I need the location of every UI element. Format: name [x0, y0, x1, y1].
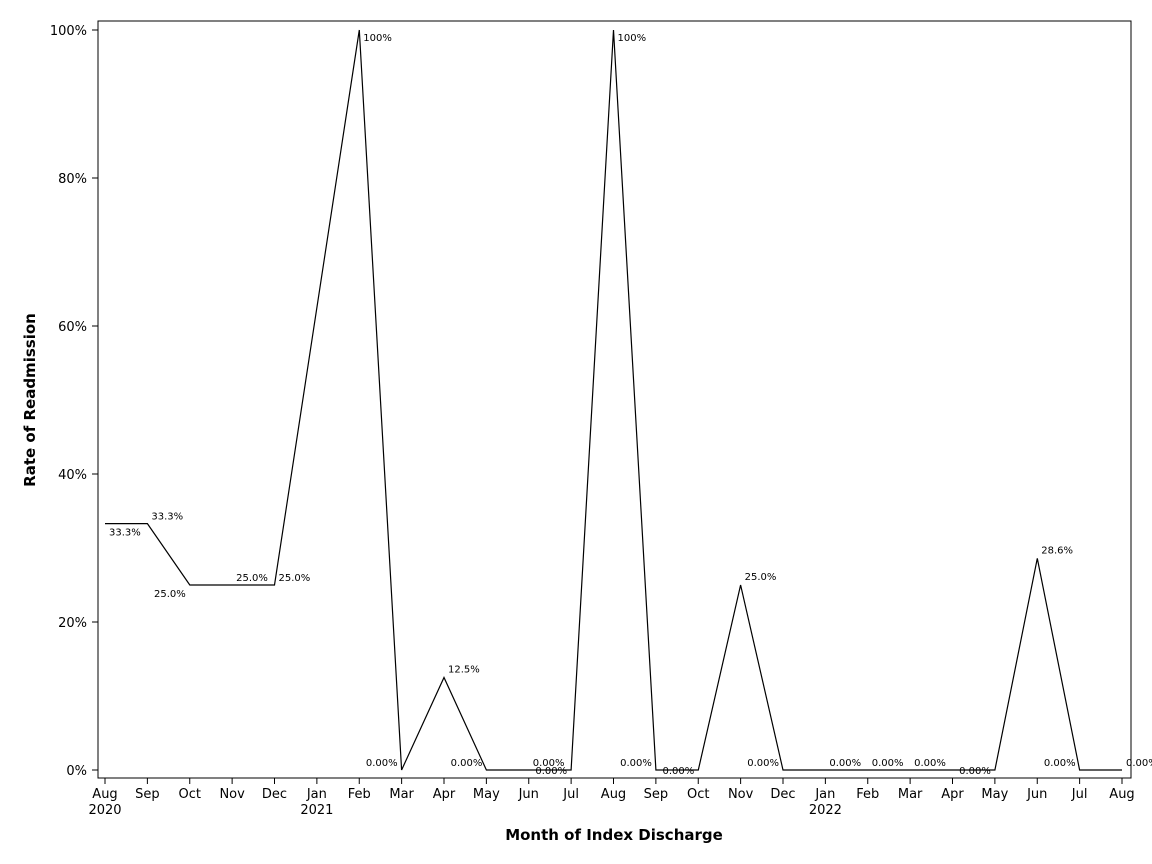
data-label: 25.0% — [236, 573, 268, 584]
x-tick-label: Jan — [814, 787, 835, 802]
y-tick-label: 20% — [58, 616, 87, 631]
data-label: 0.00% — [959, 766, 991, 777]
x-tick-label: Sep — [135, 787, 160, 802]
x-tick-label: Oct — [687, 787, 709, 802]
y-axis: 0% 20% 40% 60% 80% 100% — [50, 24, 98, 779]
data-label: 12.5% — [448, 665, 480, 676]
x-tick-label: Jul — [562, 787, 579, 802]
data-label: 0.00% — [1044, 758, 1076, 769]
x-tick-label: Apr — [433, 787, 456, 802]
x-axis-title: Month of Index Discharge — [505, 826, 723, 844]
plot-frame — [97, 20, 1132, 779]
data-labels: 33.3% 33.3% 25.0% 25.0% 25.0% 100% 0.00% 12.5% 0… — [109, 33, 1152, 777]
data-label: 100% — [363, 33, 392, 44]
x-tick-label: Feb — [348, 787, 371, 802]
data-label: 33.3% — [151, 512, 183, 523]
data-label: 0.00% — [535, 766, 567, 777]
x-tick-label: Mar — [389, 787, 414, 802]
x-tick-label: Dec — [770, 787, 795, 802]
x-tick-label: Jan — [306, 787, 327, 802]
data-label: 0.00% — [872, 758, 904, 769]
x-tick-label: Jul — [1071, 787, 1088, 802]
y-tick-label: 60% — [58, 320, 87, 335]
x-tick-label: Apr — [941, 787, 964, 802]
series-line — [105, 29, 1122, 771]
x-tick-year-label: 2022 — [809, 803, 842, 818]
x-tick-label: Nov — [728, 787, 754, 802]
data-label: 0.00% — [829, 758, 861, 769]
x-tick-label: Jun — [1026, 787, 1047, 802]
data-label: 0.00% — [662, 766, 694, 777]
x-tick-label: Mar — [898, 787, 923, 802]
y-tick-label: 100% — [50, 24, 87, 39]
x-tick-label: Aug — [92, 787, 117, 802]
x-tick-label: Aug — [1109, 787, 1134, 802]
data-label: 0.00% — [533, 758, 565, 769]
data-label: 0.00% — [366, 758, 398, 769]
x-tick-label: May — [981, 787, 1008, 802]
y-tick-label: 40% — [58, 468, 87, 483]
data-label: 0.00% — [620, 758, 652, 769]
y-tick-label: 0% — [66, 764, 87, 779]
x-tick-label: Feb — [856, 787, 879, 802]
data-label: 33.3% — [109, 528, 141, 539]
y-tick-label: 80% — [58, 172, 87, 187]
x-tick-year-label: 2021 — [300, 803, 333, 818]
data-label: 0.00% — [1126, 758, 1152, 769]
data-label: 25.0% — [279, 573, 311, 584]
x-tick-label: Oct — [179, 787, 201, 802]
x-tick-label: Aug — [601, 787, 626, 802]
y-axis-title: Rate of Readmission — [21, 313, 39, 487]
x-tick-label: May — [473, 787, 500, 802]
data-label: 25.0% — [745, 572, 777, 583]
data-label: 0.00% — [747, 758, 779, 769]
data-label: 0.00% — [914, 758, 946, 769]
data-label: 28.6% — [1041, 545, 1073, 556]
x-tick-label: Nov — [219, 787, 245, 802]
x-tick-label: Sep — [644, 787, 669, 802]
x-tick-year-label: 2020 — [88, 803, 121, 818]
data-label: 25.0% — [154, 589, 186, 600]
x-tick-label: Jun — [518, 787, 539, 802]
data-label: 0.00% — [451, 758, 483, 769]
data-label: 100% — [618, 33, 647, 44]
x-tick-label: Dec — [262, 787, 287, 802]
